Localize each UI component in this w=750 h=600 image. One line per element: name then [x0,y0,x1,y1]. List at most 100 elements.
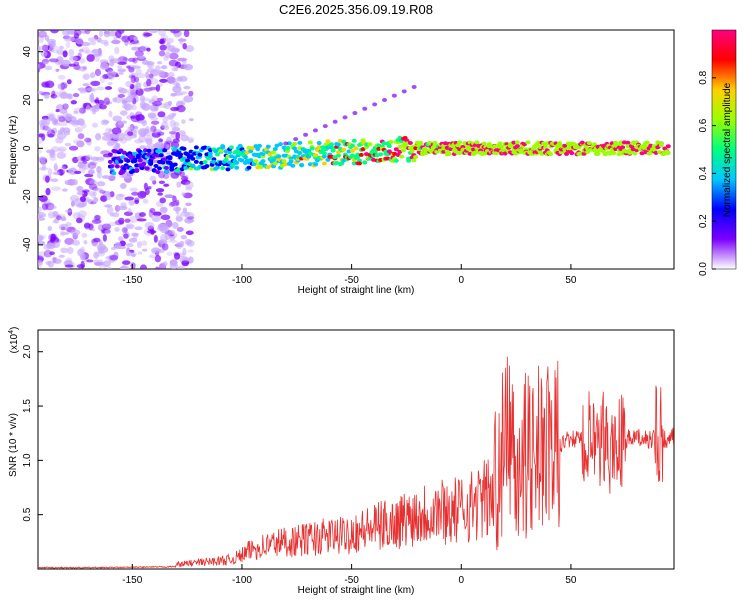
spectrogram-cell [79,196,86,203]
spectrogram-cell [499,144,505,149]
spectrogram-cell [175,216,184,222]
spectrogram-cell [181,156,187,161]
spectrogram-cell [182,42,187,50]
spectrogram-plot [38,30,671,269]
spectrogram-cell [127,126,134,131]
spectrogram-cell [321,154,327,159]
spectrogram-cell [167,100,173,106]
spectrogram-cell [108,55,115,62]
spectrogram-cell [249,146,255,151]
spectrogram-cell [76,185,84,192]
spectrogram-cell [51,90,56,97]
spectrogram-cell [104,204,113,208]
spectrogram-cell [38,63,41,69]
spectrogram-cell [135,111,143,117]
spectrogram-cell [117,61,127,65]
spectrogram-cell [99,59,109,64]
spectrogram-cell [181,192,186,197]
spectrogram-cell [117,93,126,98]
spectrogram-cell [399,154,405,159]
spectrogram-cell [184,181,194,189]
spectrogram-cell [158,138,164,143]
spectrogram-cell [171,127,181,132]
spectrogram-cell [180,211,191,217]
spectrogram-x-tick-label: -50 [344,275,359,286]
spectrogram-cell [193,145,199,150]
spectrogram-cell [185,45,195,52]
spectrogram-cell [149,207,156,214]
spectrogram-cell [117,236,124,242]
spectrogram-cell [118,159,124,164]
spectrogram-cell [276,154,282,159]
spectrogram-cell [38,259,43,266]
spectrogram-cell [665,150,671,155]
spectrogram-cell [157,61,163,65]
spectrogram-cell [113,96,124,103]
spectrogram-cell [118,88,128,94]
spectrogram-cell [141,161,147,166]
spectrogram-cell [134,197,140,203]
spectrogram-cell [328,142,334,147]
spectrogram-cell [163,142,170,149]
spectrogram-cell [136,241,142,249]
spectrogram-cell [214,165,220,170]
spectrogram-cell [128,199,135,206]
spectrogram-cell [85,154,93,161]
spectrogram-cell [57,83,68,90]
colorbar: 0.0 0.2 0.4 0.6 0.8 Normalized spectral ampl… [698,29,737,276]
spectrogram-cell [303,132,309,137]
spectrogram-cell [147,112,157,119]
spectrogram-cell [595,151,601,156]
spectrogram-cell [178,130,186,137]
snr-y-tick-label: 2.0 [22,344,33,358]
spectrogram-cell [69,56,78,62]
snr-y-label: SNR (10 * v/v) [8,413,19,477]
spectrogram-cell [163,125,170,131]
spectrogram-cell [297,140,303,145]
spectrogram-cell [185,202,192,207]
spectrogram-cell [150,229,155,235]
spectrogram-cell [71,239,81,246]
snr-x-label: Height of straight line (km) [298,585,415,596]
spectrogram-cell [162,174,169,178]
snr-y-ticks: 0.5 1.0 1.5 2.0 [22,344,43,522]
spectrogram-cell [49,251,55,256]
spectrogram-cell [104,229,112,235]
spectrogram-cell [137,251,143,255]
spectrogram-cell [225,154,231,159]
spectrogram-cell [611,150,617,155]
spectrogram-cell [288,159,294,164]
spectrogram-cell [148,86,158,91]
spectrogram-cell [146,61,155,66]
spectrogram-cell [55,137,64,144]
spectrogram-cell [168,201,176,207]
spectrogram-cell [127,57,136,62]
spectrogram-cell [157,111,166,118]
spectrogram-cell [107,267,112,269]
spectrogram-cell [60,82,68,89]
spectrogram-cell [218,148,224,153]
spectrogram-cell [64,130,71,136]
colorbar-label: Normalized spectral amplitude [722,82,733,217]
snr-scale-label: (x104) [8,327,20,354]
spectrogram-cell [172,162,178,167]
spectrogram-cell [497,141,503,146]
spectrogram-cell [625,144,631,149]
spectrogram-y-tick-label: -20 [22,189,33,204]
spectrogram-cell [117,119,123,126]
colorbar-tick-label: 0.6 [698,118,709,132]
spectrogram-cell [136,73,146,79]
spectrogram-cell [149,126,155,133]
spectrogram-cell [100,150,111,155]
spectrogram-cell [351,161,357,166]
spectrogram-cell [125,80,132,88]
spectrogram-cell [43,243,52,250]
spectrogram-cell [202,160,208,165]
spectrogram-cell [47,260,54,268]
spectrogram-cell [187,219,195,223]
spectrogram-cell [38,45,41,53]
spectrogram-cell [153,163,159,168]
spectrogram-cell [80,122,87,129]
spectrogram-cell [114,46,120,55]
spectrogram-cell [38,217,46,221]
